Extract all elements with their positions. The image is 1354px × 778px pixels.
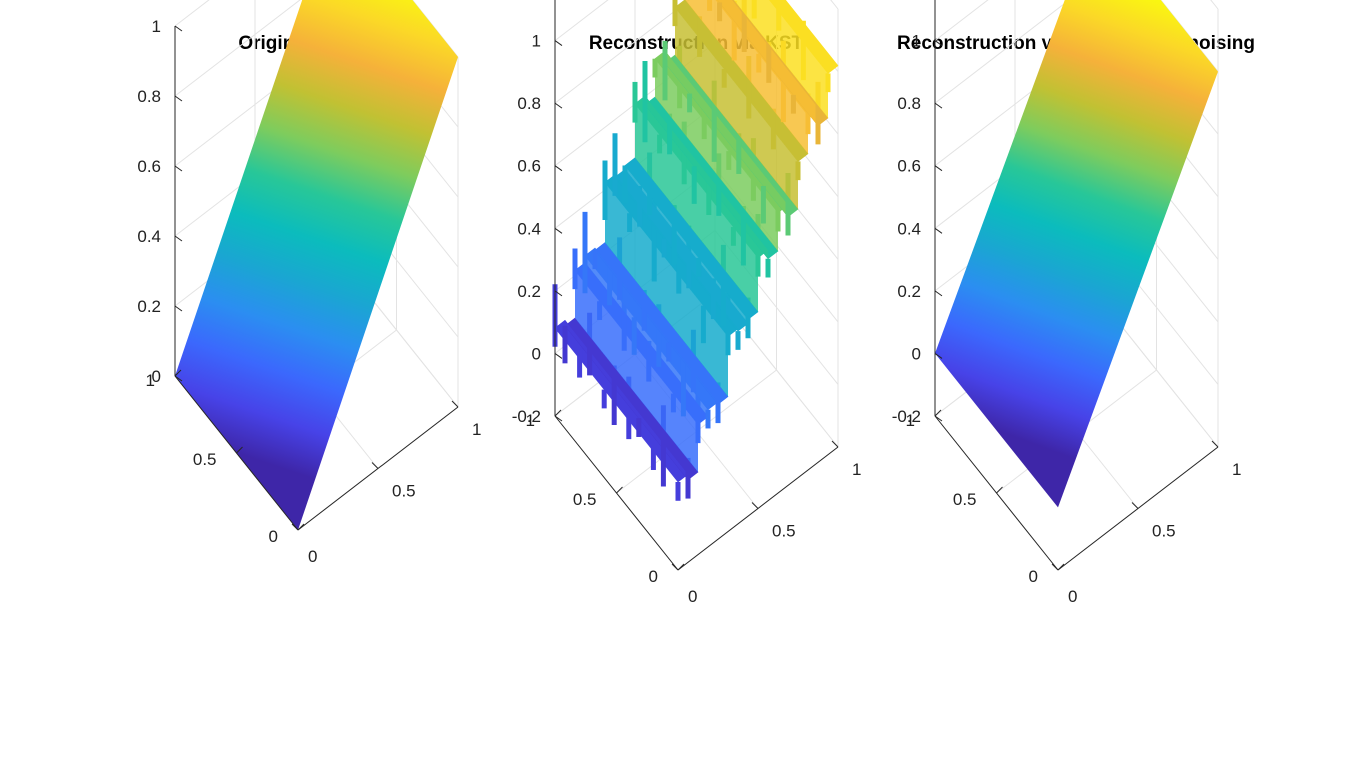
y-tick-mark — [297, 523, 305, 531]
y-tick-label: 1 — [526, 411, 535, 430]
z-tick-label: 0.2 — [137, 297, 161, 316]
x-tick-mark — [371, 462, 379, 469]
y-tick-label: 1 — [906, 411, 915, 430]
z-tick-mark — [554, 415, 563, 422]
y-tick-label: 0 — [1029, 567, 1038, 586]
z-tick-label: 0.4 — [897, 219, 921, 238]
x-tick-mark — [291, 523, 299, 531]
z-tick-label: 0.8 — [517, 94, 541, 113]
x-tick-mark — [751, 502, 759, 509]
z-tick-label: 1 — [912, 32, 921, 51]
x-tick-label: 0.5 — [1152, 522, 1176, 541]
y-tick-mark — [236, 446, 243, 454]
z-tick-label: 0.8 — [137, 87, 161, 106]
x-tick-mark — [831, 440, 839, 448]
z-tick-mark — [554, 353, 563, 359]
x-tick-label: 0.5 — [392, 482, 416, 501]
z-tick-label: 0.6 — [897, 157, 921, 176]
y-tick-mark — [996, 486, 1003, 494]
z-tick-mark — [174, 305, 183, 312]
z-tick-label: 1 — [532, 32, 541, 51]
z-tick-label: 0.6 — [137, 157, 161, 176]
surface — [175, 0, 458, 530]
y-tick-mark — [554, 409, 562, 417]
z-tick-mark — [934, 102, 943, 109]
surface-step — [645, 96, 768, 259]
surface — [935, 0, 1218, 508]
z-tick-mark — [174, 165, 183, 172]
z-tick-mark — [934, 290, 943, 297]
y-tick-label: 0.5 — [953, 490, 977, 509]
y-tick-label: 0.5 — [193, 450, 217, 469]
x-tick-label: 0 — [688, 587, 697, 606]
x-tick-label: 1 — [472, 420, 481, 439]
z-tick-mark — [174, 95, 183, 102]
z-tick-label: 0 — [532, 344, 541, 363]
x-tick-label: 0.5 — [772, 522, 796, 541]
z-tick-label: 0.8 — [897, 94, 921, 113]
y-tick-mark — [174, 369, 182, 377]
surface-step — [675, 7, 798, 210]
z-tick-label: 0 — [152, 367, 161, 386]
z-tick-mark — [174, 375, 183, 382]
y-tick-label: 0 — [269, 527, 278, 546]
z-tick-mark — [174, 235, 183, 242]
z-tick-mark — [934, 40, 943, 46]
surface-step — [585, 255, 708, 417]
y-tick-label: 0 — [649, 567, 658, 586]
y-tick-mark — [934, 409, 942, 417]
z-tick-label: 0.4 — [137, 227, 161, 246]
z-tick-mark — [174, 25, 183, 32]
x-tick-label: 1 — [852, 460, 861, 479]
y-tick-label: 0.5 — [573, 490, 597, 509]
subplot-original-function: Original Function 00.20.40.60.8100.5100.… — [137, 0, 481, 566]
z-tick-mark — [554, 290, 563, 297]
z-tick-label: -0.2 — [892, 407, 921, 426]
z-tick-mark — [554, 40, 563, 46]
x-tick-mark — [1211, 440, 1219, 448]
y-tick-mark — [677, 563, 685, 571]
z-tick-label: 0.4 — [517, 219, 541, 238]
surface-step — [685, 0, 808, 154]
z-tick-mark — [934, 415, 943, 422]
surface-step — [575, 270, 698, 473]
x-tick-mark — [1131, 502, 1139, 509]
subplot-reconstruction-kst: Reconstruction via KST -0.200.20.40.60.8… — [512, 0, 861, 606]
y-tick-label: 1 — [146, 371, 155, 390]
z-tick-mark — [554, 102, 563, 109]
surface-step — [605, 182, 728, 397]
y-tick-mark — [1057, 563, 1065, 571]
z-tick-label: 0.2 — [517, 282, 541, 301]
surface-step — [595, 248, 718, 405]
surface-step — [565, 320, 688, 480]
z-tick-mark — [554, 227, 563, 234]
x-tick-label: 0 — [308, 547, 317, 566]
surface-step — [635, 103, 758, 312]
surface-step — [625, 165, 748, 324]
z-tick-mark — [934, 227, 943, 234]
z-tick-label: -0.2 — [512, 407, 541, 426]
subplot-reconstruction-denoised: Reconstruction via KST after Denoising -… — [892, 0, 1255, 606]
surface-step — [665, 51, 788, 217]
y-tick-mark — [616, 486, 623, 494]
z-tick-label: 0 — [912, 344, 921, 363]
x-tick-label: 1 — [1232, 460, 1241, 479]
x-tick-mark — [671, 563, 679, 571]
x-tick-label: 0 — [1068, 587, 1077, 606]
surface-step — [733, 0, 828, 118]
z-tick-mark — [934, 165, 943, 172]
z-tick-mark — [934, 353, 943, 359]
z-tick-label: 0.6 — [517, 157, 541, 176]
x-tick-mark — [451, 400, 459, 408]
z-tick-label: 0.2 — [897, 282, 921, 301]
z-tick-label: 1 — [152, 17, 161, 36]
z-tick-mark — [554, 165, 563, 172]
x-tick-mark — [1051, 563, 1059, 571]
